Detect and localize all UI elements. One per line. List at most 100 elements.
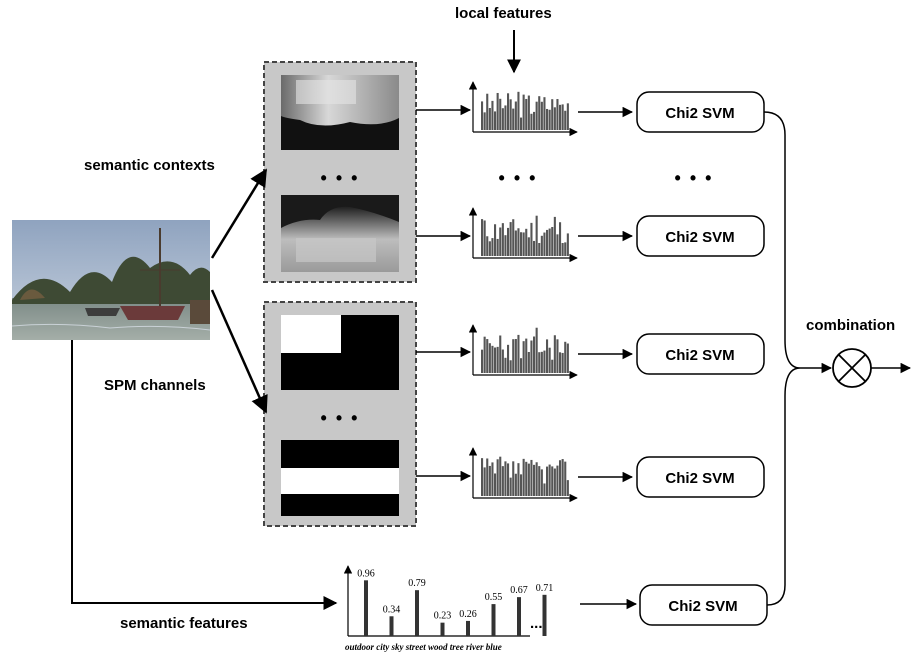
hist-bar — [494, 347, 497, 373]
hist-bar — [530, 459, 533, 496]
hist-bar — [538, 466, 541, 496]
hist-bar — [561, 104, 564, 130]
hist-bar — [509, 99, 512, 130]
hist-bar — [535, 462, 538, 496]
hist-bar — [504, 461, 507, 496]
sem-category-labels: outdoor city sky street wood tree river … — [345, 642, 502, 652]
hist-bar — [556, 339, 559, 373]
hist-bar — [517, 463, 520, 496]
hist-bar — [525, 98, 528, 130]
svm-node: Chi2 SVM — [636, 333, 765, 375]
spm-grid-mask — [281, 315, 399, 390]
hist-bar — [501, 108, 504, 130]
hist-bar — [527, 237, 530, 256]
hist-bar — [499, 335, 502, 373]
histogram-context-1 — [468, 81, 578, 137]
hist-bar — [520, 117, 523, 130]
hist-bar — [533, 464, 536, 496]
hist-bar — [517, 228, 520, 256]
hist-bar — [488, 108, 491, 130]
sem-value-label: 0.71 — [536, 583, 554, 594]
hist-bar — [486, 458, 489, 496]
hist-bar — [540, 351, 543, 373]
hist-bar — [566, 233, 569, 256]
svm-label: Chi2 SVM — [665, 229, 734, 246]
hist-bar — [507, 93, 510, 130]
contexts-ellipsis: • • • — [321, 168, 360, 188]
hist-bar — [514, 230, 517, 256]
spm-channels-label: SPM channels — [104, 377, 206, 394]
hist-bar — [543, 350, 546, 373]
hist-bar — [522, 341, 525, 373]
hist-bar — [512, 461, 515, 496]
hist-bar — [543, 97, 546, 130]
combination-node — [832, 348, 872, 388]
hist-bar — [546, 339, 549, 373]
hist-bar — [533, 111, 536, 130]
hist-bar — [538, 96, 541, 130]
hist-bar — [481, 101, 484, 130]
hist-bar — [564, 341, 567, 373]
hist-bar — [525, 228, 528, 256]
hist-bar — [517, 334, 520, 373]
hist-bar — [491, 238, 494, 256]
hist-bar — [543, 232, 546, 256]
hist-bar — [486, 93, 489, 130]
hist-bar — [501, 223, 504, 256]
hist-bar — [491, 462, 494, 496]
arrow-to-contexts — [210, 168, 268, 259]
semantic-contexts-label: semantic contexts — [84, 157, 215, 174]
hist-bar — [564, 110, 567, 130]
sem-ellipsis: ... — [530, 615, 543, 632]
hist-bar — [488, 343, 491, 373]
hist-bar — [481, 219, 484, 256]
hist-bar — [483, 467, 486, 496]
hist-bar — [564, 461, 567, 496]
hist-bar — [553, 335, 556, 373]
hist-bar — [491, 345, 494, 373]
hist-bar — [559, 460, 562, 496]
hist-bar — [559, 104, 562, 130]
spm-stripe-mask — [281, 440, 399, 516]
hist-bar — [507, 344, 510, 373]
hist-bar — [509, 222, 512, 256]
hist-bar — [483, 220, 486, 256]
hist-bar — [525, 461, 528, 496]
hist-bar — [514, 101, 517, 130]
combination-bracket — [763, 111, 801, 606]
hist-bar — [496, 92, 499, 130]
hist-bar — [512, 339, 515, 373]
semantic-contexts-panel: • • • — [263, 61, 417, 283]
sem-value-label: 0.67 — [510, 585, 528, 596]
hist-bar — [546, 108, 549, 130]
hist-bar — [566, 480, 569, 496]
hist-bar — [483, 336, 486, 373]
histogram-spm-2 — [468, 447, 578, 503]
hist-bar — [538, 352, 541, 373]
hist-bar — [543, 483, 546, 496]
arrow-to-spm — [210, 289, 268, 414]
hist-bar — [540, 235, 543, 256]
sem-value-label: 0.23 — [434, 611, 452, 622]
hist-bar — [509, 477, 512, 496]
hist-bar — [551, 359, 554, 373]
hist-bar — [522, 232, 525, 256]
hist-bar — [496, 459, 499, 496]
semantic-features-path — [71, 340, 338, 610]
hist-bar — [566, 343, 569, 373]
hist-bar — [499, 98, 502, 130]
sem-bar — [517, 597, 521, 636]
hist-bar — [520, 474, 523, 496]
hist-bar — [548, 228, 551, 256]
svm-label: Chi2 SVM — [665, 347, 734, 364]
svm-label: Chi2 SVM — [665, 470, 734, 487]
sem-bar — [415, 590, 419, 636]
semantic-feature-chart: 0.96 0.34 0.79 0.23 0.26 0.55 0.67 0.71... outdo… — [343, 565, 554, 652]
sem-bar — [491, 604, 496, 636]
histogram-ellipsis: • • • — [499, 168, 538, 188]
hist-bar — [494, 224, 497, 256]
sem-bar — [364, 580, 368, 636]
hist-bar — [499, 227, 502, 256]
hist-bar — [512, 219, 515, 256]
